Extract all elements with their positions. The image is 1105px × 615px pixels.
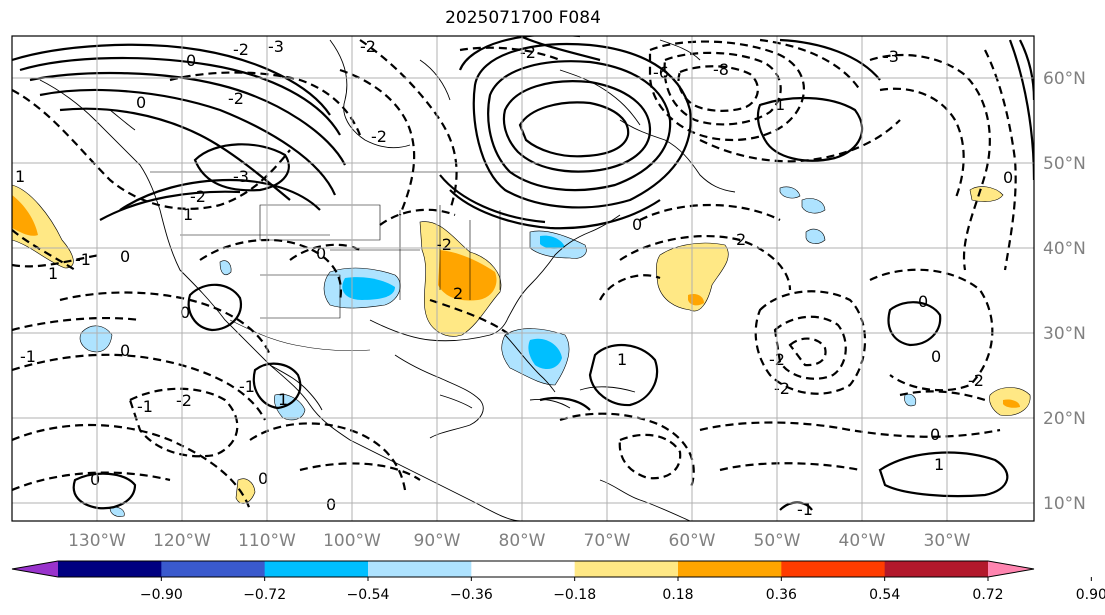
lat-label: 10°N bbox=[1043, 494, 1086, 514]
contour-label: -3 bbox=[883, 47, 899, 66]
lon-label: 100°W bbox=[323, 531, 381, 551]
contour-label: -2 bbox=[968, 371, 984, 390]
colorbar-tick-label: −0.54 bbox=[347, 587, 390, 603]
contour-label: -1 bbox=[75, 250, 91, 269]
contour-label: 0 bbox=[930, 425, 940, 444]
contour-label: 0 bbox=[931, 347, 941, 366]
lon-label: 50°W bbox=[754, 531, 801, 551]
lon-label: 30°W bbox=[924, 531, 971, 551]
contour-label: 0 bbox=[120, 247, 130, 266]
contour-label: 0 bbox=[120, 341, 130, 360]
contour-label: -1 bbox=[239, 377, 255, 396]
contour-label: 2 bbox=[453, 284, 463, 303]
map-frame bbox=[11, 35, 1035, 522]
contour-label: -2 bbox=[228, 89, 244, 108]
lon-label: 120°W bbox=[153, 531, 211, 551]
colorbar-tick-label: 0.72 bbox=[972, 587, 1003, 603]
coastline-layer bbox=[39, 39, 736, 521]
lat-label: 50°N bbox=[1043, 154, 1086, 174]
map-title: 2025071700 F084 bbox=[445, 8, 601, 28]
lon-label: 110°W bbox=[238, 531, 296, 551]
contour-label: -2 bbox=[233, 40, 249, 59]
colorbar-swatch bbox=[58, 561, 162, 577]
map-area: 0 -2 -3 -2 -3 -2 1 0 -6 -8 -3 1 -2 0 2 -… bbox=[12, 36, 1034, 521]
contour-label: -1 bbox=[797, 500, 813, 519]
contour-label: 0 bbox=[632, 215, 642, 234]
colorbar-tick-label: −0.90 bbox=[140, 587, 183, 603]
contour-label: 1 bbox=[617, 350, 627, 369]
colorbar-swatch bbox=[368, 561, 472, 577]
colorbar-tick-label: −0.72 bbox=[243, 587, 286, 603]
colorbar-swatch bbox=[574, 561, 679, 577]
colorbar-swatch bbox=[781, 561, 886, 577]
contour-label: -2 bbox=[371, 127, 387, 146]
contour-label: -2 bbox=[190, 187, 206, 206]
latitude-labels: 60°N 50°N 40°N 30°N 20°N 10°N bbox=[1043, 69, 1086, 514]
lat-label: 20°N bbox=[1043, 409, 1086, 429]
lat-label: 60°N bbox=[1043, 69, 1086, 89]
contour-label: 2 bbox=[736, 230, 746, 249]
colorbar-tick-label: 0.54 bbox=[869, 587, 900, 603]
colorbar-extend-low bbox=[12, 561, 58, 577]
contour-label: -1 bbox=[137, 397, 153, 416]
contour-label: -2 bbox=[520, 43, 536, 62]
contour-label: 1 bbox=[183, 205, 193, 224]
contour-label: 0 bbox=[316, 244, 326, 263]
contour-label: -3 bbox=[268, 37, 284, 56]
colorbar: −0.90 −0.72 −0.54 −0.36 −0.18 0.18 0.36 0.54 0.7… bbox=[11, 560, 1105, 603]
contour-label: 0 bbox=[326, 495, 336, 514]
colorbar-swatch bbox=[161, 561, 266, 577]
colorbar-tick-label: −0.18 bbox=[553, 587, 596, 603]
colorbar-tick-label: 0.90 bbox=[1076, 587, 1105, 603]
lat-label: 30°N bbox=[1043, 324, 1086, 344]
contour-label: -3 bbox=[233, 167, 249, 186]
colorbar-extend-high bbox=[988, 561, 1034, 577]
lon-label: 130°W bbox=[68, 531, 126, 551]
shading-layer bbox=[12, 184, 1031, 517]
contour-label: -1 bbox=[20, 347, 36, 366]
colorbar-tick-label: −0.36 bbox=[450, 587, 493, 603]
contour-label: 0 bbox=[90, 470, 100, 489]
lon-label: 90°W bbox=[414, 531, 461, 551]
contour-labels: 0 -2 -3 -2 -3 -2 1 0 -6 -8 -3 1 -2 0 2 -… bbox=[15, 37, 1013, 519]
gridlines bbox=[12, 36, 1034, 521]
contour-label: 0 bbox=[186, 51, 196, 70]
lon-label: 40°W bbox=[839, 531, 886, 551]
contour-label: 1 bbox=[934, 455, 944, 474]
contour-label: 0 bbox=[180, 303, 190, 322]
colorbar-outline bbox=[11, 560, 1035, 578]
lat-label: 40°N bbox=[1043, 239, 1086, 259]
contour-label: 1 bbox=[48, 264, 58, 283]
contour-label: 1 bbox=[775, 95, 785, 114]
lon-label: 70°W bbox=[584, 531, 631, 551]
contour-label: -2 bbox=[360, 37, 376, 56]
contour-label: 0 bbox=[918, 292, 928, 311]
contour-label: -2 bbox=[436, 235, 452, 254]
lon-label: 60°W bbox=[669, 531, 716, 551]
colorbar-swatch bbox=[471, 561, 576, 577]
colorbar-swatch bbox=[884, 561, 989, 577]
colorbar-swatch bbox=[264, 561, 369, 577]
contour-label: 1 bbox=[278, 390, 288, 409]
colorbar-tick-label: 0.36 bbox=[766, 587, 797, 603]
contour-label: 0 bbox=[136, 93, 146, 112]
contour-label: 1 bbox=[15, 167, 25, 186]
colorbar-swatch bbox=[678, 561, 782, 577]
contour-label: 0 bbox=[258, 469, 268, 488]
contour-label: -2 bbox=[176, 391, 192, 410]
colorbar-tick-label: 0.18 bbox=[662, 587, 693, 603]
contour-label: -8 bbox=[713, 60, 729, 79]
contour-label: 0 bbox=[1003, 168, 1013, 187]
contour-label: -6 bbox=[653, 63, 669, 82]
contour-layer bbox=[12, 36, 1034, 511]
lon-label: 80°W bbox=[499, 531, 546, 551]
contour-label: -2 bbox=[774, 379, 790, 398]
longitude-labels: 130°W 120°W 110°W 100°W 90°W 80°W 70°W 6… bbox=[68, 531, 971, 551]
